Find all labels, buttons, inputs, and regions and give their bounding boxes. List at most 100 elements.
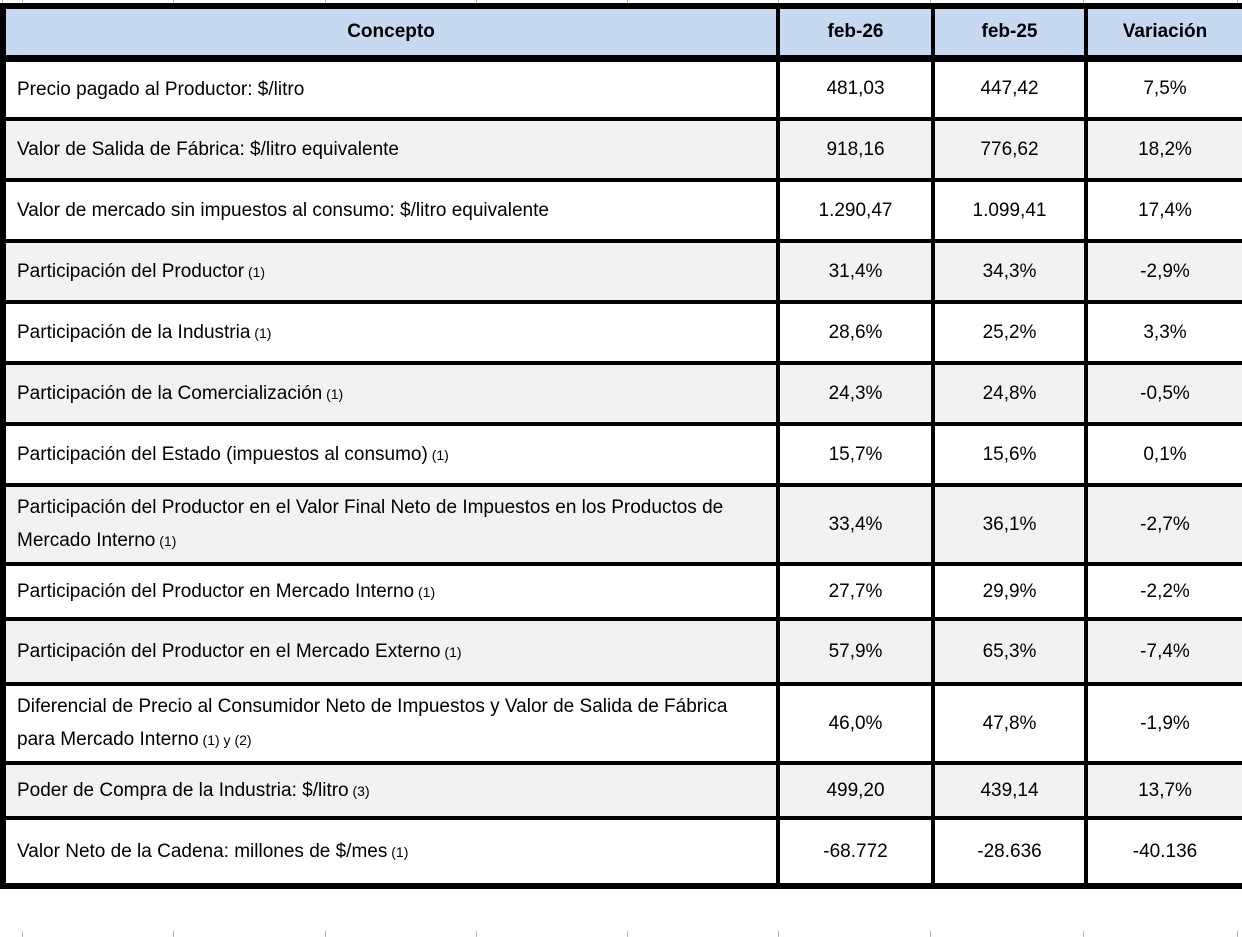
table-row: Participación del Productor en el Mercad…: [3, 617, 1242, 684]
footnote-marker: (1): [387, 843, 409, 860]
table-row: Participación de la Comercialización (1)…: [3, 361, 1242, 424]
table-header: Concepto feb-26 feb-25 Variación: [3, 6, 1242, 62]
feb-26-value-cell: 31,4%: [776, 239, 933, 302]
feb-25-value-cell: 15,6%: [931, 422, 1086, 485]
table-row: Participación del Productor en el Valor …: [3, 483, 1242, 564]
concepto-cell: Participación del Estado (impuestos al c…: [3, 422, 778, 485]
table-row: Valor de mercado sin impuestos al consum…: [3, 178, 1242, 241]
table-row: Valor Neto de la Cadena: millones de $/m…: [3, 816, 1242, 886]
column-header-feb-25: feb-25: [931, 6, 1086, 62]
feb-25-value-cell: 439,14: [931, 761, 1086, 818]
feb-26-value-cell: 481,03: [776, 58, 933, 119]
feb-25-value-cell: 36,1%: [931, 483, 1086, 564]
concepto-label: Valor de Salida de Fábrica: $/litro equi…: [17, 139, 399, 160]
concepto-label: Participación del Estado (impuestos al c…: [17, 443, 428, 465]
footnote-marker: (1): [322, 385, 344, 402]
column-header-variacion: Variación: [1084, 6, 1242, 62]
feb-26-value-cell: 918,16: [776, 117, 933, 180]
concepto-cell: Participación del Productor en el Mercad…: [3, 617, 778, 684]
variacion-value-cell: 3,3%: [1084, 300, 1242, 363]
footnote-marker: (1): [244, 263, 266, 280]
table-row: Precio pagado al Productor: $/litro 481,…: [3, 58, 1242, 119]
feb-25-value-cell: -28.636: [931, 816, 1086, 886]
feb-26-value-cell: 46,0%: [776, 682, 933, 763]
concepto-cell: Participación de la Industria (1): [3, 300, 778, 363]
variacion-value-cell: 17,4%: [1084, 178, 1242, 241]
footnote-marker: (1): [440, 643, 462, 660]
gridline-tick: [1083, 931, 1084, 937]
concepto-cell: Valor de Salida de Fábrica: $/litro equi…: [3, 117, 778, 180]
feb-25-value-cell: 65,3%: [931, 617, 1086, 684]
footnote-marker: (1): [250, 324, 272, 341]
gridline-tick: [325, 931, 326, 937]
variacion-value-cell: 13,7%: [1084, 761, 1242, 818]
feb-26-value-cell: 1.290,47: [776, 178, 933, 241]
concepto-label: Participación del Productor en Mercado I…: [17, 580, 415, 602]
gridline-tick: [476, 931, 477, 937]
concepto-label: Participación de la Industria: [17, 321, 251, 343]
gridline-tick: [930, 931, 931, 937]
gridline-tick: [173, 931, 174, 937]
table-body: Precio pagado al Productor: $/litro 481,…: [3, 58, 1242, 886]
concepto-cell: Precio pagado al Productor: $/litro: [3, 58, 778, 119]
feb-25-value-cell: 1.099,41: [931, 178, 1086, 241]
feb-25-value-cell: 47,8%: [931, 682, 1086, 763]
footnote-marker: (1) y (2): [198, 732, 252, 748]
feb-25-value-cell: 24,8%: [931, 361, 1086, 424]
concepto-cell: Valor Neto de la Cadena: millones de $/m…: [3, 816, 778, 886]
concepto-cell: Poder de Compra de la Industria: $/litro…: [3, 761, 778, 818]
gridline-tick: [22, 931, 23, 937]
concepto-label: Participación del Productor en el Valor …: [17, 497, 724, 551]
feb-26-value-cell: 57,9%: [776, 617, 933, 684]
variacion-value-cell: 7,5%: [1084, 58, 1242, 119]
gridline-tick: [1237, 931, 1238, 937]
concepto-cell: Diferencial de Precio al Consumidor Neto…: [3, 682, 778, 763]
concepto-cell: Participación de la Comercialización (1): [3, 361, 778, 424]
feb-26-value-cell: 28,6%: [776, 300, 933, 363]
table-row: Participación del Productor (1) 31,4% 34…: [3, 239, 1242, 302]
feb-25-value-cell: 34,3%: [931, 239, 1086, 302]
table-row: Participación del Productor en Mercado I…: [3, 562, 1242, 619]
feb-26-value-cell: 15,7%: [776, 422, 933, 485]
feb-25-value-cell: 776,62: [931, 117, 1086, 180]
feb-25-value-cell: 25,2%: [931, 300, 1086, 363]
footnote-marker: (1): [414, 583, 436, 600]
table-row: Diferencial de Precio al Consumidor Neto…: [3, 682, 1242, 763]
table-row: Participación del Estado (impuestos al c…: [3, 422, 1242, 485]
concepto-label: Valor de mercado sin impuestos al consum…: [17, 200, 549, 221]
concepto-cell: Participación del Productor (1): [3, 239, 778, 302]
table-row: Poder de Compra de la Industria: $/litro…: [3, 761, 1242, 818]
concepto-label: Precio pagado al Productor: $/litro: [17, 78, 305, 100]
feb-26-value-cell: 27,7%: [776, 562, 933, 619]
variacion-value-cell: -2,9%: [1084, 239, 1242, 302]
header-row: Concepto feb-26 feb-25 Variación: [3, 6, 1242, 62]
footnote-marker: (3): [348, 782, 370, 799]
concepto-label: Diferencial de Precio al Consumidor Neto…: [17, 696, 728, 750]
concepto-label: Participación del Productor en el Mercad…: [17, 640, 441, 662]
bottom-gridline-ticks: [0, 931, 1242, 937]
footnote-marker: (1): [427, 446, 449, 463]
feb-26-value-cell: 499,20: [776, 761, 933, 818]
gridline-tick: [778, 931, 779, 937]
variacion-value-cell: -0,5%: [1084, 361, 1242, 424]
concepto-label: Poder de Compra de la Industria: $/litro: [17, 779, 349, 801]
concepto-label: Participación de la Comercialización: [17, 382, 323, 404]
concepto-label: Participación del Productor: [17, 260, 245, 282]
feb-25-value-cell: 447,42: [931, 58, 1086, 119]
feb-26-value-cell: 24,3%: [776, 361, 933, 424]
gridline-tick: [627, 931, 628, 937]
table-row: Participación de la Industria (1) 28,6% …: [3, 300, 1242, 363]
column-header-concepto: Concepto: [3, 6, 778, 62]
feb-26-value-cell: -68.772: [776, 816, 933, 886]
variacion-value-cell: -2,2%: [1084, 562, 1242, 619]
variacion-value-cell: -40.136: [1084, 816, 1242, 886]
variacion-value-cell: 18,2%: [1084, 117, 1242, 180]
concepto-cell: Participación del Productor en Mercado I…: [3, 562, 778, 619]
feb-25-value-cell: 29,9%: [931, 562, 1086, 619]
table-row: Valor de Salida de Fábrica: $/litro equi…: [3, 117, 1242, 180]
feb-26-value-cell: 33,4%: [776, 483, 933, 564]
variacion-value-cell: -1,9%: [1084, 682, 1242, 763]
concepto-cell: Participación del Productor en el Valor …: [3, 483, 778, 564]
variacion-value-cell: 0,1%: [1084, 422, 1242, 485]
